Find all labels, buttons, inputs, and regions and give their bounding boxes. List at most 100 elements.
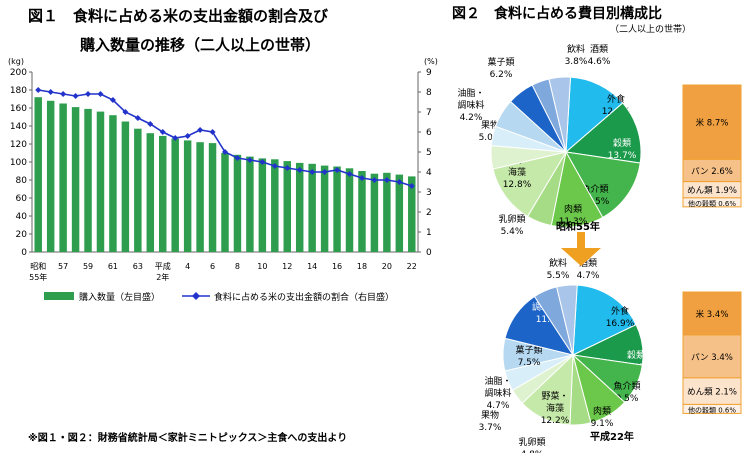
bar (246, 156, 254, 252)
bar (258, 158, 267, 252)
left-tick-label: 160 (10, 104, 27, 114)
line-point (72, 93, 79, 99)
pie-slice-value: 6.2% (490, 70, 513, 80)
figure1-title-line2: 購入数量の推移（二人以上の世帯） (79, 36, 320, 54)
pie-slice-label: 海藻 (508, 166, 526, 178)
bar (383, 172, 391, 252)
line-point (383, 177, 390, 183)
pie-slice-label: 油脂・ (484, 375, 511, 387)
breakdown-label: パン 3.4% (691, 353, 733, 363)
right-tick-label: 9 (426, 68, 432, 78)
bar (46, 100, 55, 252)
pie-slice-label: 飲料 (549, 257, 567, 269)
line-point (184, 133, 191, 139)
right-tick-label: 6 (426, 128, 432, 138)
breakdown-segment (682, 403, 742, 414)
pie-slice-label: 菓子類 (487, 56, 514, 68)
x-tick-label: 61 (108, 262, 118, 271)
breakdown-label: パン 2.6% (691, 167, 733, 177)
pie-slice-label: 乳卵類 (498, 213, 525, 225)
pie-slice-value: 16.9% (606, 319, 635, 329)
pie-slice-value: 5.0% (479, 133, 502, 143)
bar (208, 143, 217, 252)
bar (59, 103, 67, 252)
x-tick-label: 10 (257, 262, 267, 271)
figure1-title-line1: 図１ 食料に占める米の支出金額の割合及び (28, 7, 328, 25)
line-point (134, 115, 141, 121)
pie-slice-value: 4.6% (588, 57, 611, 67)
bar (358, 171, 366, 252)
line-point (172, 135, 179, 141)
pie-slice-value: 7.5% (518, 358, 541, 368)
bar (408, 176, 416, 252)
pie-slice-value: 12.8% (503, 180, 532, 190)
pie-slice-value: 4.2% (460, 113, 483, 123)
right-tick-label: 4 (426, 168, 432, 178)
pie-slice (572, 284, 637, 356)
x-tick-label: 昭和 (30, 262, 46, 271)
pie-slice-label: 酒類 (579, 258, 597, 269)
line-point (334, 167, 341, 173)
pie-title: 平成22年 (590, 430, 634, 443)
pie-slice-value: 4.7% (577, 271, 600, 281)
pie-slice-label: 酒類 (590, 44, 608, 55)
x-tick-label: 16 (332, 262, 342, 271)
left-tick-label: 60 (16, 194, 28, 204)
bar (183, 140, 192, 252)
line-point (47, 89, 54, 95)
left-tick-label: 20 (16, 230, 28, 240)
pie-slice-label: 肉類 (564, 203, 582, 215)
bar (34, 97, 42, 252)
pie-slice-label: 菓子類 (515, 344, 542, 356)
pie-slice-value: 5.5% (547, 271, 570, 281)
line-point (147, 121, 154, 127)
left-tick-label: 140 (10, 122, 27, 132)
line-point (197, 127, 204, 133)
pie-slice-label: 油脂・ (457, 87, 484, 99)
left-tick-label: 80 (16, 176, 28, 186)
figure2-subtitle: （二人以上の世帯） (610, 23, 691, 35)
pie-slice-value: 4.7% (487, 401, 510, 411)
pie-slice-label: 外食 (607, 93, 625, 105)
right-tick-label: 3 (426, 188, 432, 198)
pie-slice-value: 9.1% (591, 419, 614, 429)
right-tick-label: 0 (426, 248, 432, 258)
pie-slice-label: 調理食品 (526, 51, 562, 63)
pie-slice-value: 9.5% (616, 394, 639, 404)
x-tick-label: 14 (307, 262, 317, 271)
breakdown-segment (682, 377, 742, 405)
breakdown-label: 他の穀類 0.6% (688, 199, 736, 208)
right-tick-label: 1 (426, 228, 432, 238)
left-tick-label: 180 (10, 86, 27, 96)
bar (233, 154, 242, 252)
pie-slice (556, 284, 578, 356)
line-point (271, 163, 278, 169)
line-point (396, 179, 403, 185)
bar (71, 107, 80, 252)
pie-slice-label: 果物 (481, 409, 499, 421)
breakdown-label: 米 3.4% (696, 309, 729, 320)
pie-slice-label: 乳卵類 (518, 436, 545, 448)
line-point (109, 97, 116, 103)
legend-line-marker (192, 292, 200, 300)
x-tick-label: 20 (382, 262, 392, 271)
bar (109, 115, 117, 252)
bar (345, 168, 354, 252)
left-tick-label: 200 (10, 68, 27, 78)
line-point (284, 165, 291, 171)
line-point (371, 177, 378, 183)
bar (221, 153, 229, 252)
x-tick-label: 55年 (29, 272, 47, 282)
x-tick-label: 22 (407, 262, 417, 271)
line-point (408, 183, 415, 189)
line-point (159, 129, 166, 135)
pie-slice (564, 102, 642, 164)
legend-bar-swatch (44, 292, 74, 300)
line-point (97, 91, 104, 97)
line-point (122, 109, 129, 115)
right-tick-label: 8 (426, 88, 432, 98)
pie-chart-showa55: 外食12.7%穀類13.7%魚介類14.5%肉類11.3%乳卵類5.4%野菜・海… (457, 43, 642, 237)
line-bar-chart: 0204060801001201401601802000123456789(kg… (8, 57, 438, 303)
bar (134, 128, 142, 252)
pie-slice-label: 魚介類 (613, 380, 640, 392)
